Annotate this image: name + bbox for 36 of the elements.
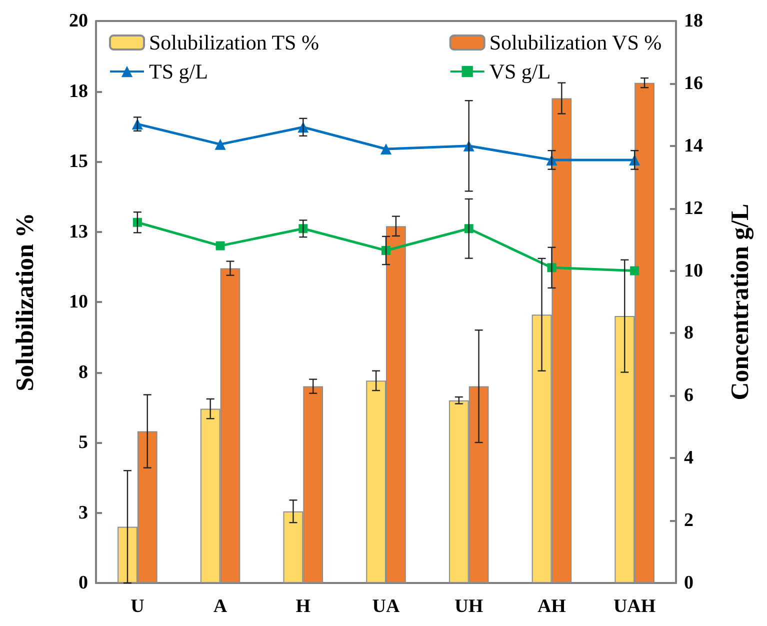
y2-tick-label: 0 (684, 572, 694, 594)
x-tick-label: UH (454, 596, 484, 617)
legend-label: Solubilization TS % (149, 30, 319, 54)
y-tick-label: 10 (69, 292, 88, 312)
y-tick-label: 8 (78, 362, 88, 383)
y-tick-label: 20 (69, 10, 88, 32)
x-tick-label: H (296, 596, 311, 617)
point (216, 241, 225, 250)
x-tick-label: U (130, 596, 145, 617)
y2-tick-label: 16 (684, 72, 703, 94)
point (214, 138, 226, 150)
point (380, 144, 392, 155)
y2-tick-label: 8 (684, 322, 694, 344)
x-tick-label: AH (537, 596, 566, 617)
y2-tick-label: 6 (684, 385, 694, 406)
legend-label: VS g/L (489, 60, 551, 84)
y2-axis-title: Concentration g/L (727, 204, 754, 400)
y-tick-label: 15 (69, 151, 88, 172)
y-tick-label: 18 (69, 80, 88, 102)
legend-label: Solubilization VS % (489, 30, 662, 54)
y2-tick-label: 4 (684, 448, 694, 469)
y2-tick-label: 12 (684, 198, 703, 219)
y2-tick-label: 2 (684, 510, 694, 532)
y2-tick-label: 10 (684, 260, 703, 282)
x-tick-label: UAH (613, 596, 656, 617)
point (630, 266, 640, 276)
y-axis-title: Solubilization % (12, 212, 39, 392)
y2-tick-label: 18 (684, 10, 703, 32)
x-tick-label: UA (372, 596, 400, 617)
y-tick-label: 5 (78, 432, 88, 453)
y-tick-label: 0 (78, 572, 88, 594)
y2-tick-label: 14 (684, 135, 704, 156)
legend-label: TS g/L (149, 60, 208, 84)
x-tick-label: A (213, 596, 228, 617)
y-tick-label: 3 (78, 502, 88, 524)
y-tick-label: 13 (69, 221, 88, 242)
